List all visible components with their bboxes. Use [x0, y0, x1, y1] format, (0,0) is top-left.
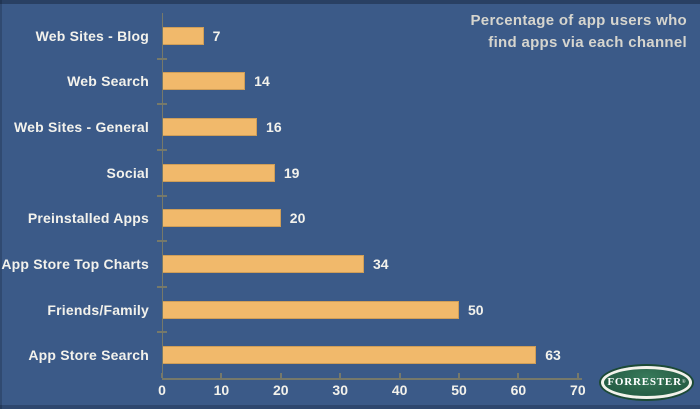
chart-title: Percentage of app users who find apps vi… — [470, 12, 687, 51]
value-label: 16 — [266, 119, 282, 136]
y-axis-tick — [157, 331, 167, 334]
bar — [162, 163, 275, 182]
chart-row: Web Sites - General 16 — [0, 104, 600, 150]
chart-row: Social 19 — [0, 150, 600, 196]
x-axis-tick — [161, 373, 163, 378]
registered-trademark-icon: ® — [681, 380, 686, 385]
x-axis-tick-label: 20 — [273, 382, 289, 398]
value-label: 63 — [545, 347, 561, 364]
x-axis-tick — [279, 373, 282, 378]
bar — [162, 209, 281, 228]
x-axis-tick-label: 70 — [570, 382, 586, 398]
category-label: App Store Search — [28, 347, 149, 364]
x-axis-tick — [458, 373, 461, 378]
x-axis-tick — [339, 373, 342, 378]
bar — [162, 26, 204, 45]
chart-row: App Store Search 63 — [0, 332, 600, 378]
category-label: Preinstalled Apps — [27, 210, 149, 227]
value-label: 19 — [283, 164, 300, 181]
bar — [162, 118, 258, 137]
bar — [162, 300, 460, 319]
category-label: Web Sites - General — [13, 119, 149, 136]
bar-rows: Web Sites - Blog 7 Web Search 14 Web Sites -… — [0, 13, 600, 378]
x-axis-tick — [398, 373, 401, 378]
category-label: Web Sites - Blog — [35, 27, 149, 44]
chart-row: Friends/Family 50 — [0, 287, 600, 333]
x-axis-tick — [517, 373, 520, 378]
x-axis-tick — [576, 373, 579, 378]
bar — [162, 72, 246, 91]
value-label: 14 — [254, 73, 270, 90]
x-axis-tick-label: 30 — [332, 382, 348, 398]
bar — [162, 346, 537, 365]
value-label: 50 — [468, 301, 484, 318]
y-axis-tick — [157, 285, 167, 288]
bar — [162, 254, 364, 273]
value-label: 7 — [212, 27, 221, 44]
category-label: App Store Top Charts — [1, 255, 149, 272]
x-axis-tick-label: 0 — [158, 382, 166, 398]
category-label: Friends/Family — [47, 301, 149, 318]
x-axis-line — [162, 378, 582, 380]
x-axis-tick-label: 50 — [451, 382, 467, 398]
y-axis-tick — [157, 194, 167, 197]
value-label: 20 — [289, 210, 306, 227]
chart-row: Preinstalled Apps 20 — [0, 196, 600, 242]
x-axis-tick — [220, 373, 223, 378]
y-axis-tick — [157, 57, 167, 60]
value-label: 34 — [372, 255, 389, 272]
y-axis-tick — [157, 103, 167, 106]
y-axis-tick — [157, 148, 167, 151]
x-axis-tick-label: 10 — [213, 382, 230, 398]
x-axis-tick-label: 40 — [391, 382, 408, 398]
forrester-logo: FORRESTER ® — [601, 366, 692, 399]
forrester-logo-text: FORRESTER — [607, 376, 682, 388]
x-axis-tick-label: 60 — [510, 382, 527, 398]
y-axis-tick — [157, 240, 167, 243]
category-label: Web Search — [67, 73, 149, 90]
chart-row: Web Sites - Blog 7 — [0, 13, 600, 59]
chart-row: App Store Top Charts 34 — [0, 241, 600, 287]
category-label: Social — [106, 164, 149, 181]
chart-row: Web Search 14 — [0, 59, 600, 105]
